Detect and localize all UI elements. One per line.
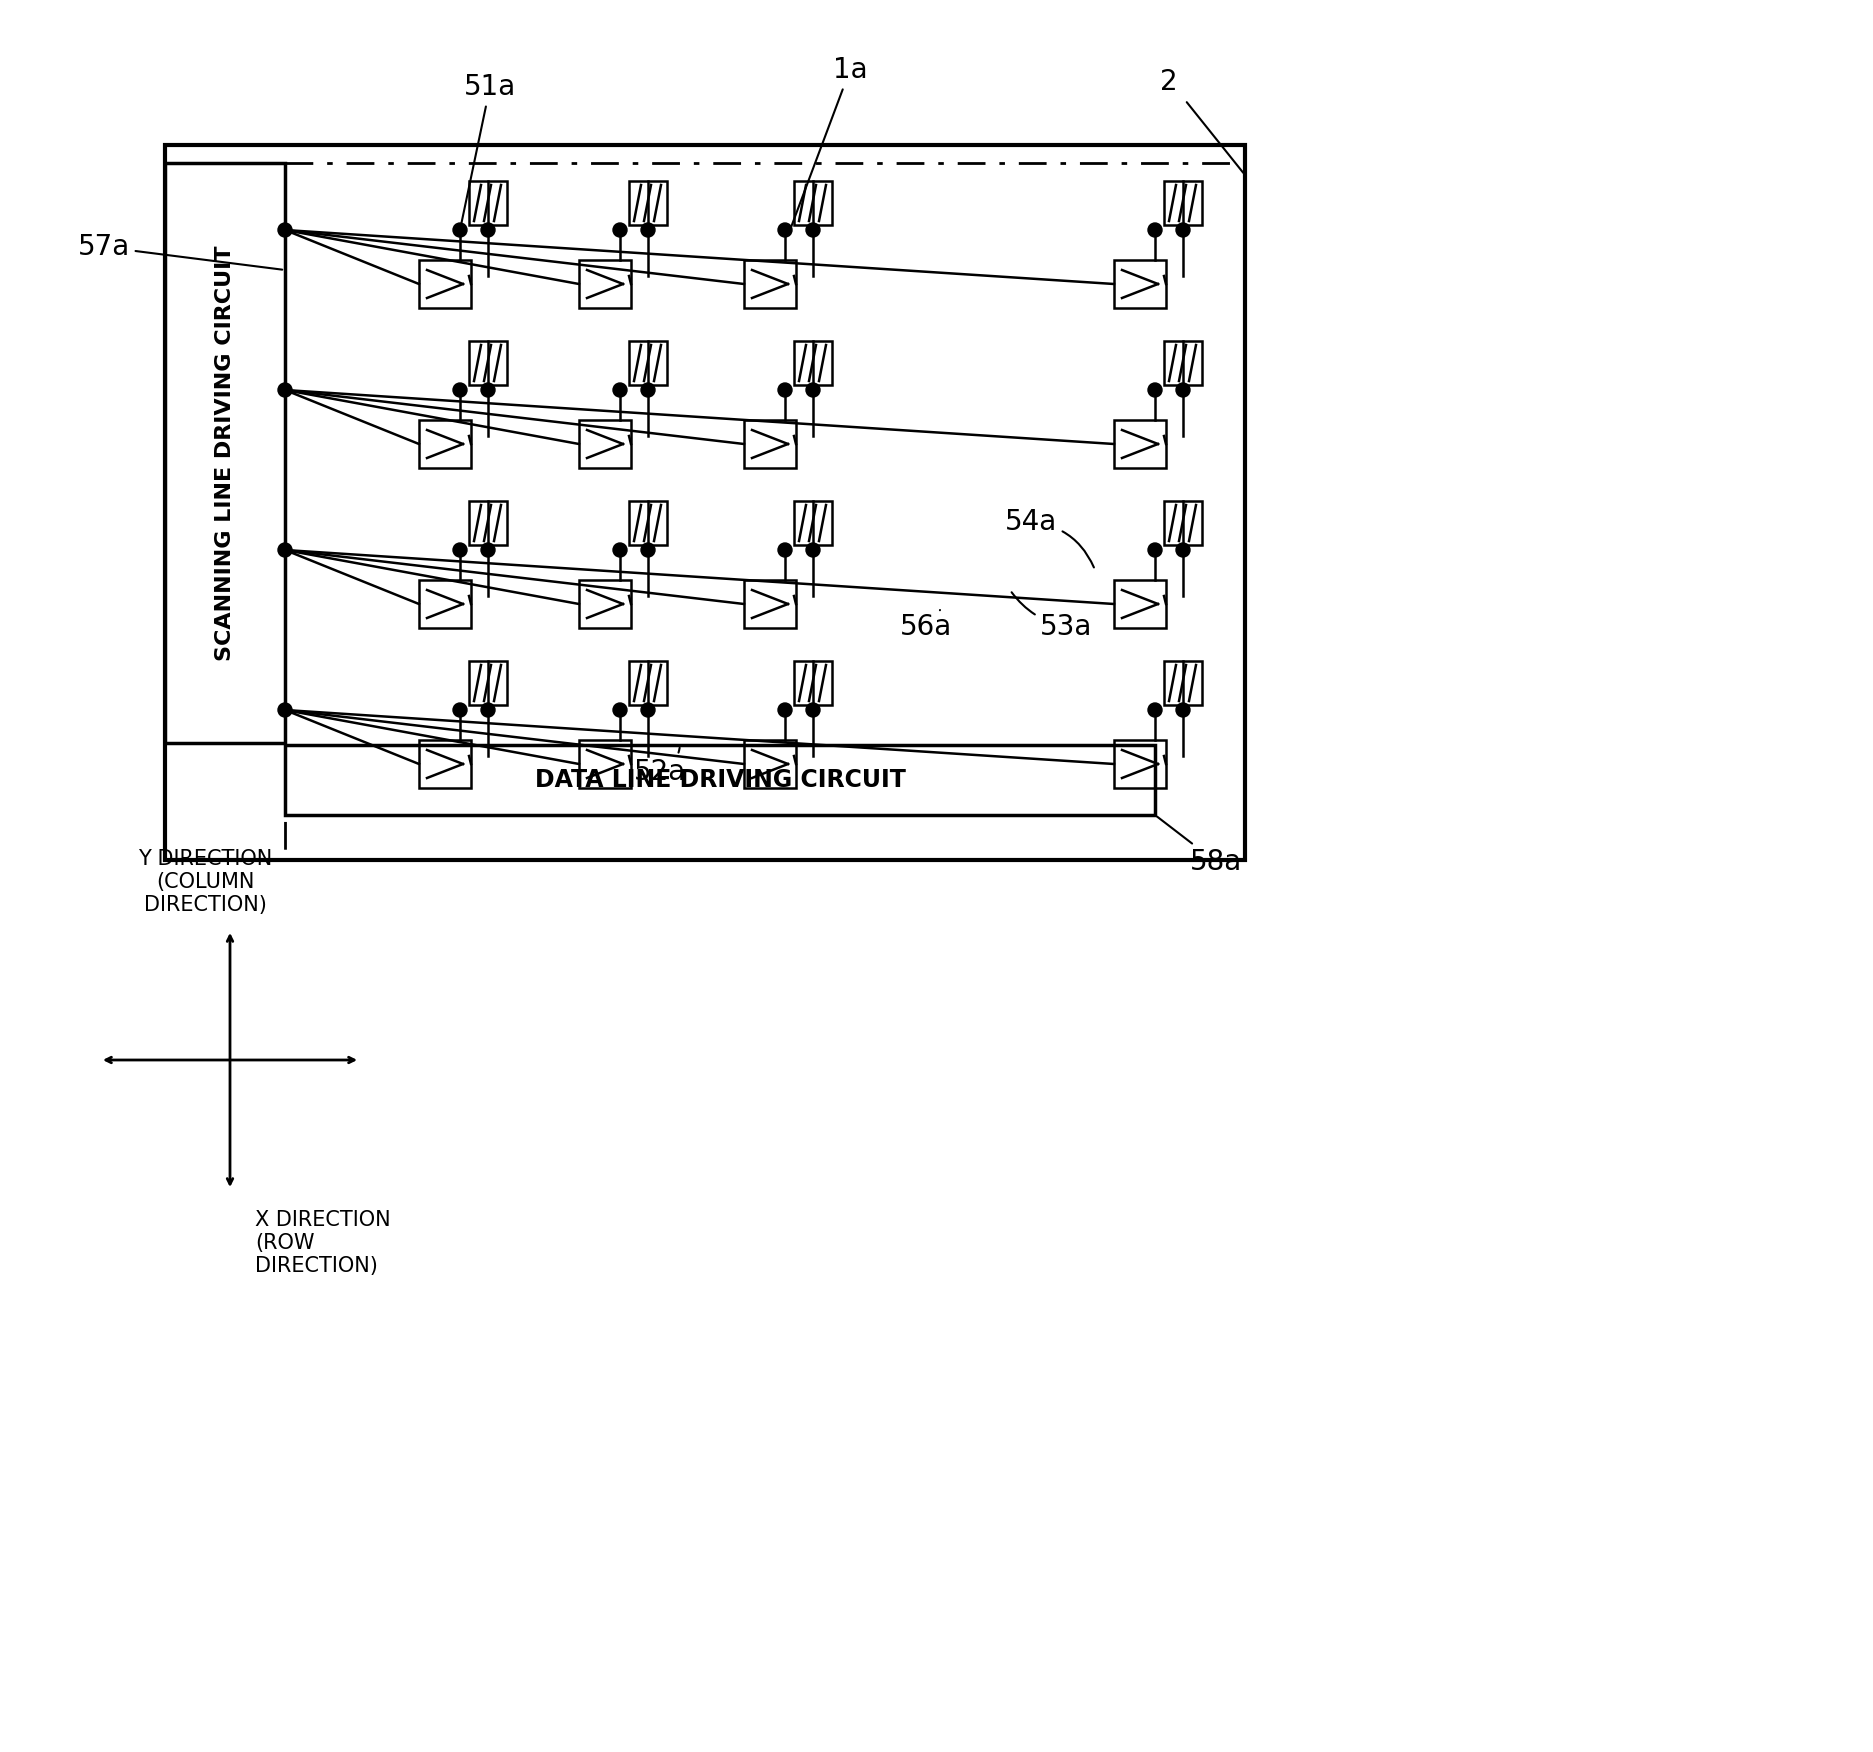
Bar: [744, 739, 796, 788]
Circle shape: [805, 223, 820, 237]
Bar: [1163, 180, 1201, 224]
Circle shape: [1176, 703, 1189, 717]
Bar: [744, 580, 796, 627]
Bar: [629, 180, 667, 224]
Circle shape: [481, 543, 494, 557]
Bar: [468, 342, 508, 385]
Bar: [744, 420, 796, 468]
Bar: [165, 145, 1244, 860]
Circle shape: [277, 703, 292, 717]
Circle shape: [1176, 543, 1189, 557]
Bar: [794, 661, 832, 704]
Bar: [1163, 661, 1201, 704]
Bar: [468, 180, 508, 224]
Circle shape: [777, 384, 792, 398]
Text: Y DIRECTION
(COLUMN
DIRECTION): Y DIRECTION (COLUMN DIRECTION): [139, 848, 272, 915]
Bar: [629, 501, 667, 545]
Text: 52a: 52a: [633, 748, 686, 787]
Circle shape: [612, 384, 627, 398]
Bar: [285, 745, 1154, 815]
Bar: [1113, 259, 1165, 308]
Circle shape: [277, 223, 292, 237]
Circle shape: [805, 703, 820, 717]
Bar: [579, 580, 631, 627]
Bar: [579, 259, 631, 308]
Circle shape: [453, 384, 466, 398]
Circle shape: [1148, 703, 1161, 717]
Text: 54a: 54a: [1004, 508, 1094, 568]
Bar: [420, 420, 470, 468]
Text: 2: 2: [1159, 68, 1176, 96]
Text: X DIRECTION
(ROW
DIRECTION): X DIRECTION (ROW DIRECTION): [255, 1211, 390, 1277]
Circle shape: [1176, 223, 1189, 237]
Text: 57a: 57a: [77, 233, 283, 270]
Text: SCANNING LINE DRIVING CIRCUIT: SCANNING LINE DRIVING CIRCUIT: [215, 245, 234, 661]
Bar: [629, 342, 667, 385]
Circle shape: [1176, 384, 1189, 398]
Circle shape: [777, 703, 792, 717]
Circle shape: [277, 543, 292, 557]
Circle shape: [641, 703, 656, 717]
Bar: [794, 180, 832, 224]
Text: 56a: 56a: [899, 610, 951, 641]
Text: 1a: 1a: [790, 56, 867, 228]
Bar: [794, 342, 832, 385]
Circle shape: [777, 223, 792, 237]
Bar: [794, 501, 832, 545]
Circle shape: [1148, 543, 1161, 557]
Bar: [1113, 580, 1165, 627]
Circle shape: [612, 703, 627, 717]
Text: 51a: 51a: [461, 74, 515, 228]
Bar: [468, 501, 508, 545]
Bar: [468, 661, 508, 704]
Bar: [165, 163, 285, 743]
Text: 58a: 58a: [1158, 816, 1242, 876]
Bar: [285, 163, 1244, 860]
Circle shape: [612, 223, 627, 237]
Circle shape: [481, 384, 494, 398]
Bar: [420, 580, 470, 627]
Circle shape: [805, 384, 820, 398]
Circle shape: [641, 384, 656, 398]
Bar: [1163, 342, 1201, 385]
Bar: [1113, 420, 1165, 468]
Circle shape: [641, 223, 656, 237]
Circle shape: [453, 223, 466, 237]
Bar: [420, 739, 470, 788]
Circle shape: [277, 384, 292, 398]
Circle shape: [1148, 223, 1161, 237]
Circle shape: [777, 543, 792, 557]
Bar: [579, 420, 631, 468]
Circle shape: [612, 543, 627, 557]
Bar: [420, 259, 470, 308]
Circle shape: [453, 543, 466, 557]
Bar: [1163, 501, 1201, 545]
Text: DATA LINE DRIVING CIRCUIT: DATA LINE DRIVING CIRCUIT: [534, 767, 905, 792]
Circle shape: [481, 703, 494, 717]
Circle shape: [1148, 384, 1161, 398]
Bar: [579, 739, 631, 788]
Bar: [744, 259, 796, 308]
Circle shape: [805, 543, 820, 557]
Bar: [629, 661, 667, 704]
Circle shape: [481, 223, 494, 237]
Circle shape: [641, 543, 656, 557]
Bar: [1113, 739, 1165, 788]
Circle shape: [453, 703, 466, 717]
Text: 53a: 53a: [1011, 592, 1092, 641]
